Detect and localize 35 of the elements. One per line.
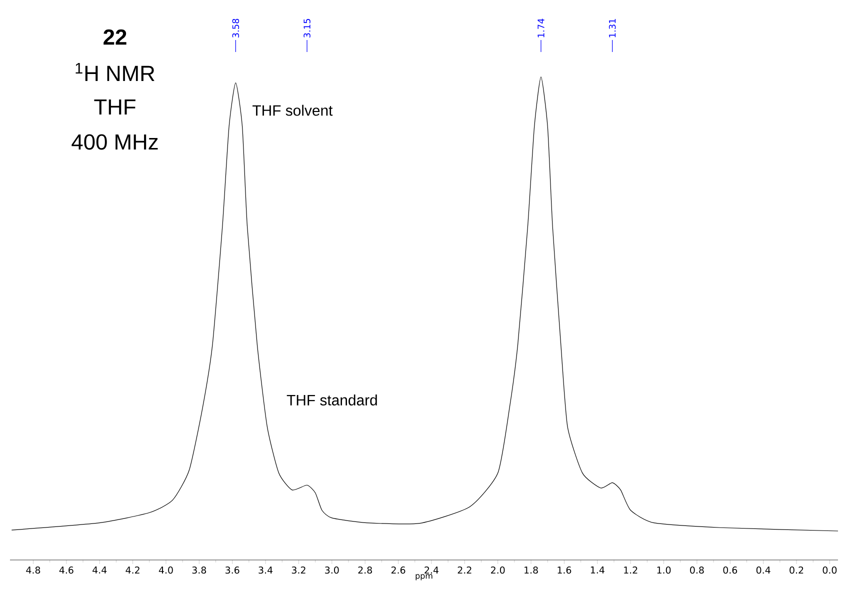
annotation: THF	[94, 99, 136, 115]
x-tick-label: 4.6	[59, 566, 74, 574]
x-tick-label: 2.8	[358, 566, 372, 574]
annotation: THF solvent	[252, 104, 333, 116]
x-tick-label: 2.2	[458, 566, 472, 574]
x-tick-label: 2.0	[491, 566, 505, 574]
x-tick-label: 3.8	[192, 566, 206, 574]
annotation: 1.31	[608, 19, 616, 38]
x-tick-label: 4.2	[126, 566, 140, 574]
x-tick-label: 2.4	[424, 566, 438, 574]
x-tick-label: 0.0	[822, 566, 837, 574]
x-tick-label: 4.8	[26, 566, 40, 574]
x-tick-label: 2.6	[391, 566, 406, 574]
x-tick-label: 4.4	[92, 566, 107, 574]
annotation: 3.15	[304, 19, 310, 38]
x-tick-label: 0.8	[690, 566, 704, 574]
x-tick-label: 3.2	[292, 566, 306, 574]
annotation: 3.58	[232, 18, 240, 38]
x-tick-label: 0.6	[723, 566, 738, 574]
chart-subtitle: $^{1}$H NMR	[76, 62, 154, 82]
annotation: THF standard	[286, 394, 377, 406]
x-tick-label: 1.6	[558, 566, 572, 574]
x-tick-label: 0.4	[756, 566, 770, 574]
annotation: 400 MHz	[72, 134, 158, 150]
x-tick-label: 1.4	[590, 566, 604, 574]
chart-title: 22	[104, 29, 126, 45]
x-tick-label: 3.4	[258, 566, 273, 574]
x-tick-label: 4.0	[158, 566, 173, 574]
x-tick-label: 1.8	[524, 566, 538, 574]
x-tick-label: 3.6	[226, 566, 240, 574]
annotation: 1.74	[538, 18, 544, 38]
x-tick-label: 0.2	[790, 566, 804, 574]
x-tick-label: 1.2	[624, 566, 638, 574]
x-tick-label: 3.0	[325, 566, 339, 574]
x-tick-label: 1.0	[657, 566, 671, 574]
